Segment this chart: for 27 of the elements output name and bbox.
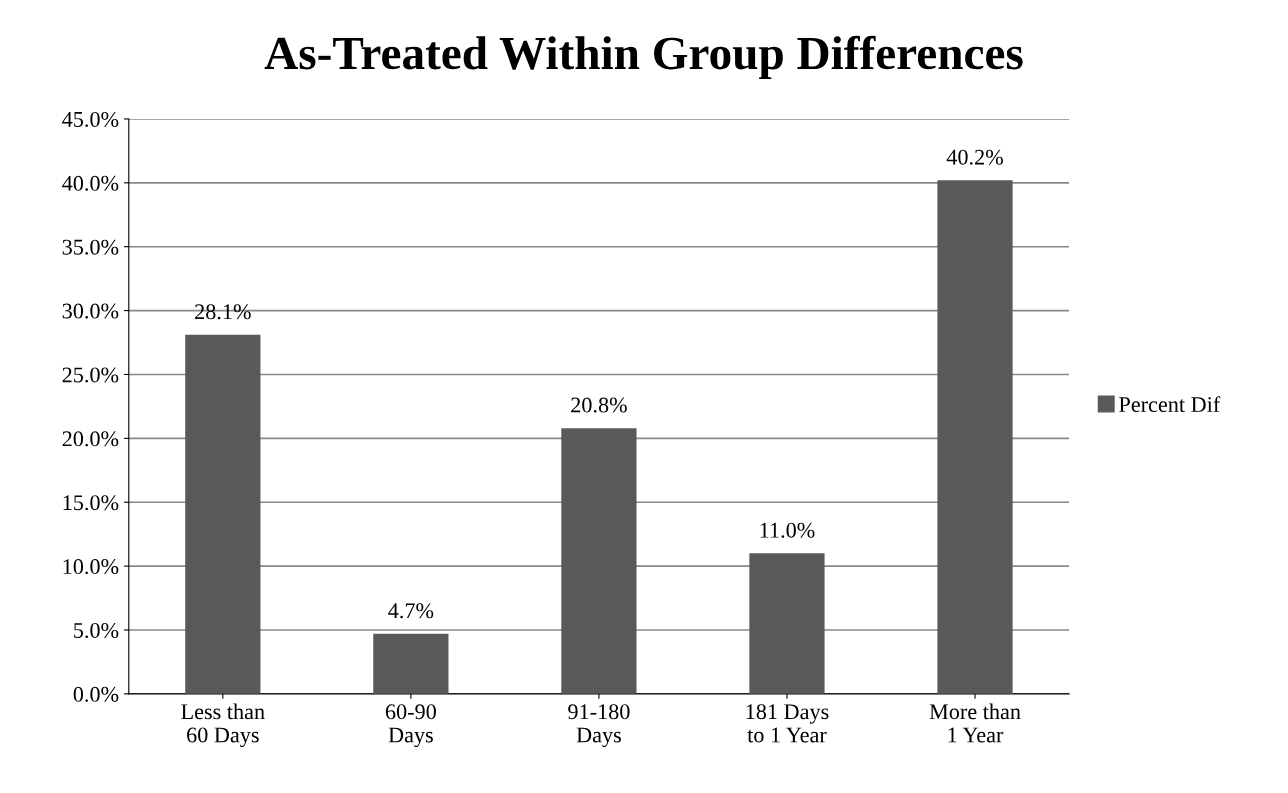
y-tick-label: 25.0%	[62, 367, 119, 383]
chart-title: As-Treated Within Group Differences	[264, 35, 1023, 79]
y-tick-label: 45.0%	[62, 111, 119, 127]
bar	[937, 180, 1013, 694]
bar	[749, 553, 825, 694]
data-label: 20.8%	[571, 397, 627, 413]
data-label: 11.0%	[760, 522, 815, 538]
y-tick-label: 0.0%	[73, 686, 119, 702]
x-tick-label: 181 Days to 1 Year	[746, 704, 829, 743]
y-tick-label: 10.0%	[63, 559, 119, 575]
x-tick-label: More than 1 Year	[929, 703, 1021, 743]
x-tick-label: 60-90 Days	[385, 704, 436, 748]
bar	[561, 428, 637, 694]
y-tick-label: 5.0%	[74, 622, 119, 639]
legend-label: Percent Dif	[1119, 396, 1221, 413]
x-tick-label: 91-180 Days	[568, 704, 630, 748]
data-label: 4.7%	[388, 603, 434, 619]
y-tick-label: 20.0%	[62, 431, 119, 447]
y-tick-label: 15.0%	[63, 495, 119, 511]
data-label: 40.2%	[946, 149, 1003, 165]
y-tick-label: 30.0%	[62, 303, 119, 319]
data-label: 28.1%	[195, 304, 251, 320]
y-tick-label: 35.0%	[62, 239, 119, 255]
x-tick-label: Less than 60 Days	[181, 703, 265, 748]
bar	[373, 633, 449, 694]
bar	[185, 334, 261, 694]
y-tick-label: 40.0%	[62, 175, 119, 191]
